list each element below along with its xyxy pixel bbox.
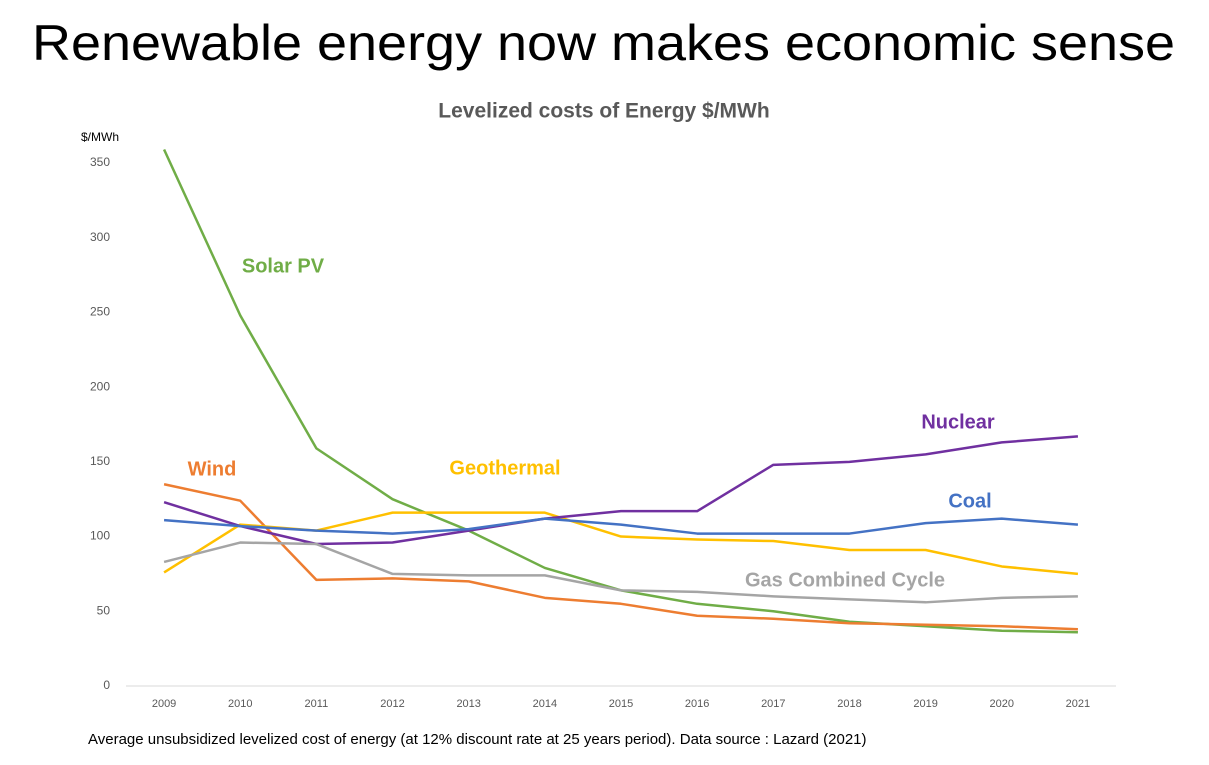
- series-label: Solar PV: [242, 255, 325, 277]
- y-tick-label: 350: [90, 155, 110, 169]
- y-tick-label: 50: [97, 603, 111, 617]
- y-tick-label: 150: [90, 454, 110, 468]
- series-line: [163, 541, 1078, 604]
- x-tick-label: 2014: [533, 698, 557, 710]
- series-label: Geothermal: [449, 457, 560, 479]
- x-tick-label: 2021: [1066, 698, 1090, 710]
- x-tick-label: 2010: [228, 698, 252, 710]
- x-tick-label: 2015: [609, 698, 633, 710]
- y-tick-label: 300: [90, 230, 110, 244]
- y-axis-label: $/MWh: [81, 130, 119, 144]
- series-label: Wind: [188, 458, 237, 480]
- x-tick-label: 2017: [761, 698, 785, 710]
- series-line: [162, 148, 1078, 634]
- footnote: Average unsubsidized levelized cost of e…: [88, 731, 867, 748]
- x-tick-label: 2020: [990, 698, 1014, 710]
- series-line: [163, 483, 1078, 631]
- series-label: Coal: [948, 490, 991, 512]
- x-tick-label: 2012: [380, 698, 404, 710]
- series-line: [163, 517, 1079, 535]
- y-tick-label: 0: [103, 678, 110, 692]
- x-tick-label: 2013: [456, 698, 480, 710]
- series-label: Nuclear: [921, 411, 995, 433]
- x-tick-label: 2009: [152, 698, 176, 710]
- x-tick-label: 2011: [305, 698, 329, 710]
- y-tick-label: 250: [90, 305, 110, 319]
- x-tick-label: 2016: [685, 698, 709, 710]
- x-tick-label: 2018: [837, 698, 861, 710]
- chart-title: Levelized costs of Energy $/MWh: [438, 100, 769, 123]
- series-line: [163, 435, 1079, 546]
- y-tick-label: 200: [90, 379, 110, 393]
- series-label: Gas Combined Cycle: [745, 569, 945, 591]
- y-tick-label: 100: [90, 529, 110, 543]
- heading: Renewable energy now makes economic sens…: [32, 15, 1175, 71]
- x-tick-label: 2019: [913, 698, 937, 710]
